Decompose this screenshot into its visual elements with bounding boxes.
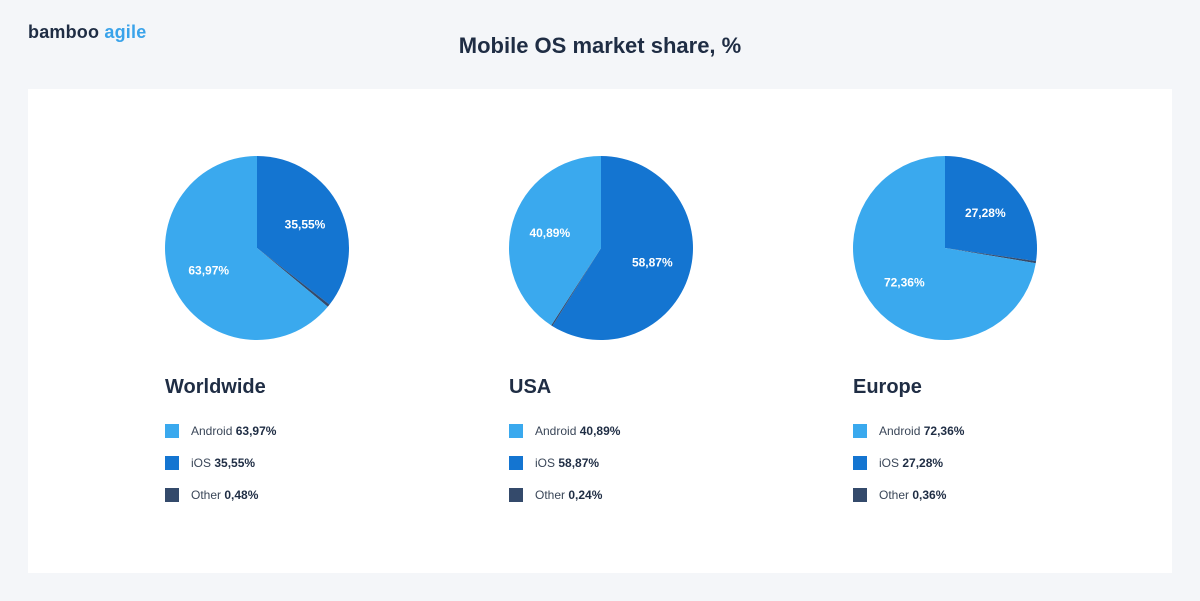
legend-text: Other 0,36% bbox=[879, 488, 946, 502]
page-title: Mobile OS market share, % bbox=[458, 33, 742, 58]
legend-value: 27,28% bbox=[902, 456, 944, 470]
pie-chart-europe: 27,28% 72,36% Europe Android 72,36% iOS 27,2… bbox=[716, 89, 1038, 573]
region-title: Worldwide bbox=[165, 376, 266, 398]
legend-text: iOS 27,28% bbox=[879, 456, 943, 470]
pie-slice-android bbox=[165, 156, 328, 340]
slice-label-ios: 58,87% bbox=[632, 256, 673, 270]
legend-label: iOS bbox=[191, 456, 212, 470]
legend-label: Other bbox=[191, 488, 222, 502]
legend-swatch bbox=[509, 456, 523, 470]
legend-value: 0,48% bbox=[224, 488, 259, 502]
legend-label: Other bbox=[879, 488, 910, 502]
pie-slice-android bbox=[853, 156, 1036, 340]
legend-swatch bbox=[165, 424, 179, 438]
legend-text: iOS 58,87% bbox=[535, 456, 599, 470]
slice-label-ios: 27,28% bbox=[965, 206, 1006, 220]
legend-swatch bbox=[853, 488, 867, 502]
legend-text: Android 63,97% bbox=[191, 424, 276, 438]
pie-svg-worldwide: 35,55% 63,97% bbox=[165, 156, 350, 340]
pie-slice-android bbox=[508, 156, 601, 326]
legend-label: Android bbox=[191, 424, 233, 438]
legend-value: 58,87% bbox=[558, 456, 600, 470]
pie-chart-usa: 58,87% 40,89% USA Android 40,89% iOS 58,87% O… bbox=[372, 89, 693, 573]
legend-value: 72,36% bbox=[923, 424, 965, 438]
legend-text: iOS 35,55% bbox=[191, 456, 255, 470]
legend-text: Android 40,89% bbox=[535, 424, 620, 438]
legend-label: Android bbox=[879, 424, 921, 438]
slice-label-android: 40,89% bbox=[529, 226, 570, 240]
pie-slice-other bbox=[945, 248, 1037, 264]
pie-chart-worldwide: 35,55% 63,97% Worldwide Android 63,97% iOS 3… bbox=[28, 89, 350, 573]
legend-label: iOS bbox=[879, 456, 900, 470]
pie-slice-ios bbox=[552, 156, 693, 340]
legend-swatch bbox=[853, 424, 867, 438]
legend-swatch bbox=[509, 488, 523, 502]
slice-label-android: 72,36% bbox=[884, 276, 925, 290]
pie-slice-ios bbox=[257, 156, 350, 305]
brand-name-part1: bamboo bbox=[28, 22, 100, 42]
legend-swatch bbox=[165, 488, 179, 502]
brand-logo: bamboo agile bbox=[28, 22, 146, 43]
brand-name-part2: agile bbox=[104, 22, 147, 42]
legend-value: 40,89% bbox=[579, 424, 621, 438]
charts-panel: 35,55% 63,97% Worldwide Android 63,97% iOS 3… bbox=[28, 89, 1172, 573]
legend-label: iOS bbox=[535, 456, 556, 470]
legend-value: 0,24% bbox=[568, 488, 603, 502]
pie-slice-other bbox=[257, 248, 330, 307]
legend-swatch bbox=[853, 456, 867, 470]
pie-slice-ios bbox=[945, 156, 1038, 262]
region-title: USA bbox=[509, 376, 552, 398]
pie-slice-other bbox=[551, 248, 601, 327]
region-title: Europe bbox=[853, 376, 922, 398]
legend-value: 35,55% bbox=[214, 456, 256, 470]
legend-text: Other 0,48% bbox=[191, 488, 258, 502]
legend-swatch bbox=[509, 424, 523, 438]
legend-label: Android bbox=[535, 424, 577, 438]
slice-label-android: 63,97% bbox=[188, 264, 229, 278]
legend-text: Android 72,36% bbox=[879, 424, 964, 438]
legend-label: Other bbox=[535, 488, 566, 502]
legend-text: Other 0,24% bbox=[535, 488, 602, 502]
legend-value: 63,97% bbox=[235, 424, 277, 438]
legend-swatch bbox=[165, 456, 179, 470]
pie-svg-usa: 58,87% 40,89% bbox=[508, 156, 693, 340]
pie-svg-europe: 27,28% 72,36% bbox=[853, 156, 1038, 340]
slice-label-ios: 35,55% bbox=[285, 218, 326, 232]
legend-value: 0,36% bbox=[912, 488, 947, 502]
